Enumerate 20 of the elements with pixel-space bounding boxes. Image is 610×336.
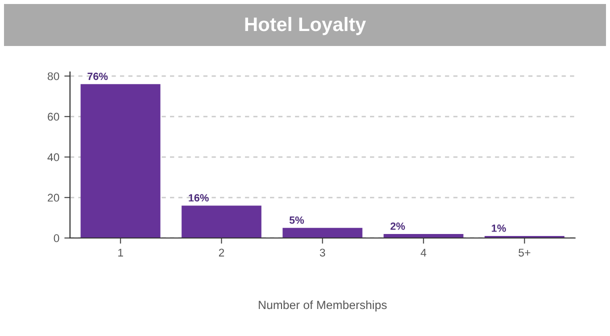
y-tick-label: 60 <box>48 112 60 121</box>
y-tick-label: 20 <box>48 194 60 202</box>
y-tick-label: 40 <box>47 153 60 162</box>
bar <box>282 228 362 238</box>
y-tick-label: 0 <box>54 234 60 242</box>
x-tick-label: 5+ <box>518 248 530 257</box>
data-label: 5% <box>289 216 304 224</box>
x-tick-label: 3 <box>320 248 326 257</box>
x-tick-label: 4 <box>420 248 426 256</box>
data-label: 76% <box>88 72 108 80</box>
data-label: 1% <box>492 224 506 232</box>
x-axis-title: Number of Memberships <box>258 300 387 312</box>
bar <box>80 84 160 238</box>
x-tick-label: 2 <box>218 248 224 256</box>
data-label: 2% <box>390 222 405 230</box>
y-tick-label: 80 <box>48 72 60 80</box>
chart-title: Hotel Loyalty <box>245 16 366 36</box>
bar <box>182 206 262 238</box>
data-label: 16% <box>188 194 209 202</box>
x-tick-label: 1 <box>118 248 124 256</box>
